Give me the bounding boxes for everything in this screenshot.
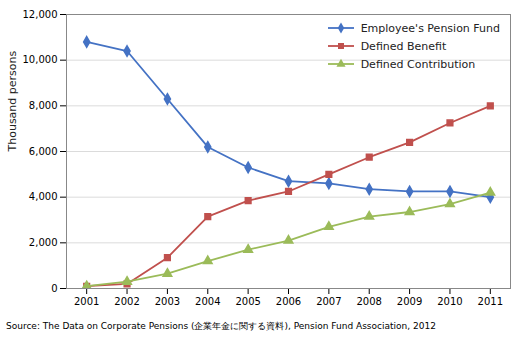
svg-text:2001: 2001 — [74, 296, 99, 307]
svg-text:2011: 2011 — [478, 296, 503, 307]
svg-text:6,000: 6,000 — [29, 146, 58, 157]
html-text:Defined Contribution: Defined Contribution — [360, 57, 476, 71]
svg-text:8,000: 8,000 — [29, 100, 58, 111]
svg-text:2004: 2004 — [195, 296, 220, 307]
svg-text:0: 0 — [51, 283, 57, 294]
svg-text:2008: 2008 — [357, 296, 382, 307]
svg-text:Thousand persons: Thousand persons — [6, 50, 19, 152]
svg-text:2009: 2009 — [397, 296, 422, 307]
svg-text:12,000: 12,000 — [23, 9, 58, 20]
svg-text:10,000: 10,000 — [23, 54, 58, 65]
svg-text:4,000: 4,000 — [29, 191, 58, 202]
svg-text:2005: 2005 — [235, 296, 260, 307]
html-text:Source: The Data on Corporate: Source: The Data on Corporate Pensions (… — [6, 321, 436, 331]
svg-text:2002: 2002 — [114, 296, 139, 307]
svg-text:2,000: 2,000 — [29, 237, 58, 248]
svg-text:2007: 2007 — [316, 296, 341, 307]
svg-text:2010: 2010 — [437, 296, 462, 307]
html-text:Defined Benefit: Defined Benefit — [360, 39, 447, 53]
html-text:Employee's Pension Fund: Employee's Pension Fund — [360, 21, 500, 35]
svg-text:2006: 2006 — [276, 296, 301, 307]
svg-text:2003: 2003 — [155, 296, 180, 307]
